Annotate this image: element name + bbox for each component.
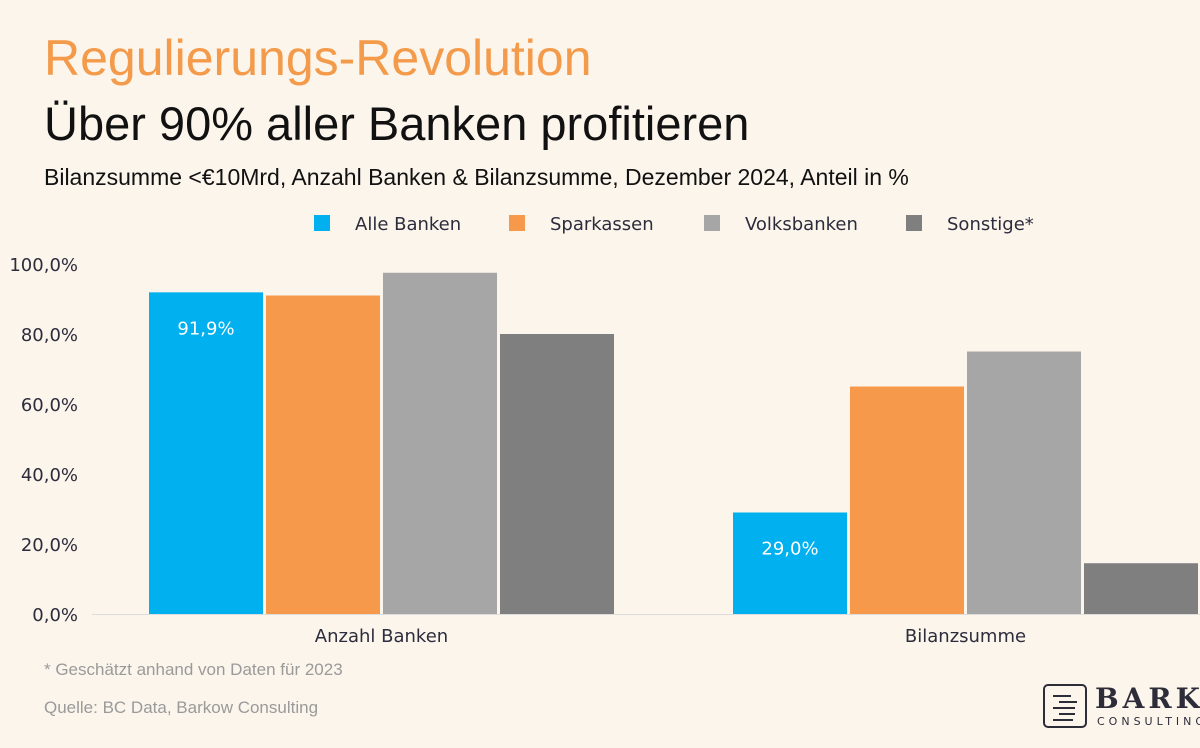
data-label: 29,0%	[761, 539, 818, 560]
x-category-label: Anzahl Banken	[315, 626, 448, 647]
legend-label: Alle Banken	[355, 214, 461, 235]
bar-volksbanken	[967, 351, 1081, 614]
chart-title: Regulierungs-Revolution	[44, 30, 592, 86]
chart-description: Bilanzsumme <€10Mrd, Anzahl Banken & Bil…	[44, 164, 909, 190]
bar-sonstige	[1084, 563, 1198, 614]
y-tick-label: 20,0%	[21, 535, 78, 556]
footnote: * Geschätzt anhand von Daten für 2023	[44, 660, 343, 679]
logo-subtitle: CONSULTING	[1097, 715, 1200, 728]
chart-subtitle: Über 90% aller Banken profitieren	[44, 97, 750, 150]
source-note: Quelle: BC Data, Barkow Consulting	[44, 698, 319, 717]
legend-swatch	[906, 215, 922, 231]
legend-label: Volksbanken	[745, 214, 858, 235]
bar-allebanken	[149, 292, 263, 614]
data-label: 91,9%	[177, 318, 234, 339]
bar-allebanken	[733, 512, 847, 614]
bar-sonstige	[500, 334, 614, 614]
y-tick-label: 80,0%	[21, 325, 78, 346]
y-tick-label: 40,0%	[21, 465, 78, 486]
legend-label: Sonstige*	[947, 214, 1034, 235]
logo-mark-icon	[1043, 684, 1087, 728]
y-tick-label: 0,0%	[32, 605, 78, 626]
bar-sparkassen	[266, 295, 380, 614]
bar-chart: 100,0% 80,0% 60,0% 40,0% 20,0% 0,0% 91,9% Anzah…	[9, 214, 1200, 647]
bar-volksbanken	[383, 272, 497, 614]
legend-swatch	[314, 215, 330, 231]
legend-swatch	[509, 215, 525, 231]
y-tick-label: 100,0%	[9, 255, 78, 276]
company-logo: BARKOW CONSULTING	[1043, 684, 1200, 732]
logo-name: BARKOW	[1095, 684, 1200, 715]
bar-sparkassen	[850, 386, 964, 614]
y-tick-label: 60,0%	[21, 395, 78, 416]
legend-swatch	[704, 215, 720, 231]
x-category-label: Bilanzsumme	[905, 626, 1026, 647]
legend-label: Sparkassen	[550, 214, 654, 235]
